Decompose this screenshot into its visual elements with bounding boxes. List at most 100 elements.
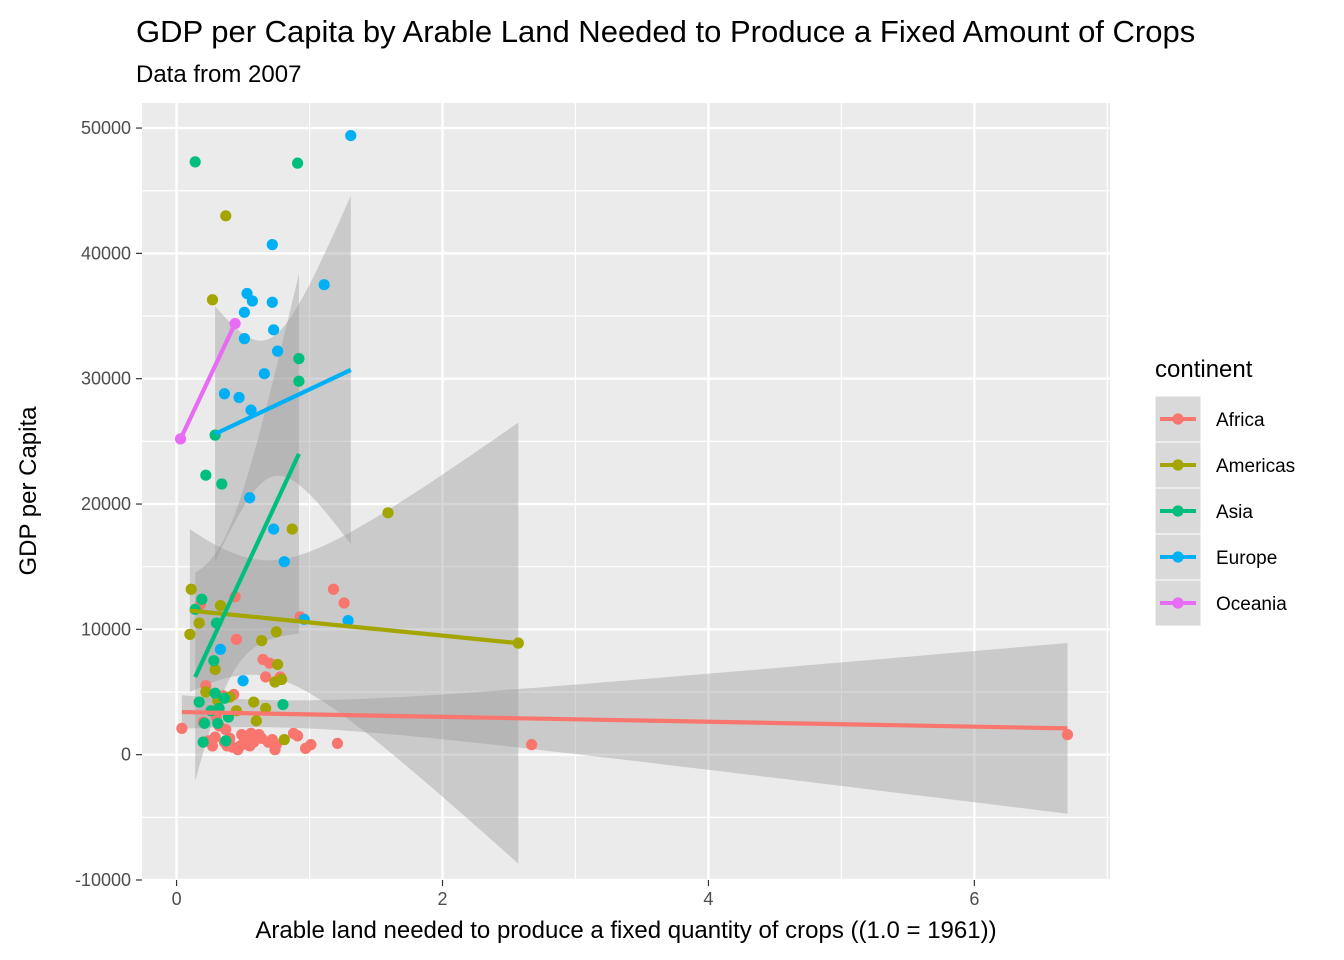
data-point-africa: [230, 633, 243, 645]
legend-item-europe: Europe: [1154, 533, 1277, 581]
y-tick-label: 0: [121, 745, 131, 765]
fit-line-europe: [214, 368, 352, 436]
data-point-americas: [256, 635, 268, 647]
x-axis-title: Arable land needed to produce a fixed qu…: [255, 917, 996, 944]
data-point-europe: [214, 643, 227, 656]
data-point-africa: [338, 597, 350, 609]
data-point-asia: [196, 593, 208, 605]
fit-line-africa: [181, 709, 1068, 731]
legend-item-americas: Americas: [1154, 441, 1295, 489]
data-point-europe: [244, 492, 256, 504]
data-point-europe: [266, 239, 278, 251]
legend-key-point: [1172, 551, 1184, 563]
data-point-europe: [272, 345, 284, 357]
data-point-europe: [246, 295, 258, 307]
legend-label: Oceania: [1216, 594, 1287, 615]
x-tick-label: 6: [969, 889, 979, 909]
y-tick-label: 40000: [81, 243, 131, 263]
data-point-africa: [209, 731, 221, 743]
chart-subtitle: Data from 2007: [136, 61, 301, 88]
legend-item-asia: Asia: [1154, 487, 1253, 535]
confidence-ribbon-europe: [215, 195, 351, 562]
data-point-europe: [268, 324, 280, 336]
data-point-asia: [198, 717, 211, 729]
data-point-americas: [270, 626, 282, 638]
data-point-asia: [193, 696, 205, 708]
data-point-americas: [248, 696, 260, 708]
data-point-asia: [200, 469, 212, 481]
data-point-europe: [237, 675, 249, 687]
data-point-americas: [200, 686, 212, 698]
data-point-africa: [220, 724, 232, 736]
data-point-asia: [212, 717, 224, 729]
data-point-americas: [260, 702, 272, 714]
data-point-africa: [305, 739, 317, 751]
data-point-asia: [277, 698, 289, 711]
y-axis-title: GDP per Capita: [15, 406, 42, 576]
x-tick-label: 0: [172, 889, 182, 909]
data-point-europe: [218, 388, 231, 400]
data-point-americas: [286, 523, 298, 535]
data-point-europe: [245, 404, 257, 416]
data-point-asia: [216, 478, 228, 490]
data-point-africa: [270, 739, 282, 751]
legend-key-point: [1172, 413, 1184, 425]
y-tick-label: 20000: [81, 494, 131, 514]
data-point-asia: [291, 157, 304, 169]
data-point-europe: [345, 129, 357, 142]
data-point-africa: [260, 671, 272, 683]
legend-label: Asia: [1216, 502, 1253, 523]
data-point-asia: [293, 375, 305, 387]
legend-item-oceania: Oceania: [1154, 579, 1287, 627]
legend-title: continent: [1155, 356, 1253, 383]
confidence-ribbon-americas: [189, 422, 519, 864]
data-point-asia: [220, 735, 232, 747]
legend-key-point: [1172, 505, 1184, 517]
data-point-americas: [206, 294, 219, 306]
data-point-americas: [512, 637, 524, 649]
data-point-africa: [1061, 729, 1074, 741]
data-point-americas: [193, 617, 205, 629]
legend-key-point: [1172, 597, 1184, 609]
legend: continent Africa Americas Asia Europe Oceani…: [1154, 356, 1295, 627]
data-point-americas: [276, 673, 288, 686]
confidence-ribbon-africa: [181, 643, 1068, 814]
data-point-europe: [233, 391, 245, 404]
legend-item-africa: Africa: [1154, 395, 1265, 443]
data-point-europe: [342, 614, 354, 627]
data-point-americas: [185, 583, 197, 595]
data-point-americas: [382, 507, 394, 519]
y-tick-label: 50000: [81, 118, 131, 138]
data-point-africa: [291, 730, 304, 742]
data-point-americas: [220, 210, 232, 222]
data-point-asia: [209, 687, 221, 699]
data-point-asia: [208, 655, 220, 667]
legend-label: Europe: [1216, 548, 1277, 569]
data-point-americas: [278, 734, 290, 746]
data-point-africa: [176, 722, 188, 734]
data-point-africa: [525, 739, 538, 751]
fit-line-americas: [189, 608, 519, 646]
data-point-europe: [268, 523, 280, 535]
data-point-asia: [197, 736, 209, 748]
data-point-africa: [331, 737, 344, 749]
data-point-americas: [214, 599, 227, 612]
data-point-americas: [250, 715, 262, 727]
y-tick-label: 30000: [81, 369, 131, 389]
y-tick-label: 10000: [81, 619, 131, 639]
data-point-europe: [278, 556, 290, 568]
legend-label: Africa: [1216, 410, 1265, 431]
fit-lines: [178, 322, 1068, 731]
legend-key-point: [1172, 459, 1184, 471]
x-tick-label: 2: [437, 889, 447, 909]
data-point-europe: [258, 368, 270, 380]
fit-line-asia: [193, 453, 301, 678]
major-gridlines: [142, 103, 1110, 882]
y-tick-label: -10000: [75, 870, 131, 890]
legend-label: Americas: [1216, 456, 1295, 477]
x-axis: 0 2 4 6: [172, 880, 979, 909]
fit-line-oceania: [178, 322, 237, 440]
x-tick-label: 4: [703, 889, 713, 909]
data-point-asia: [293, 353, 305, 365]
